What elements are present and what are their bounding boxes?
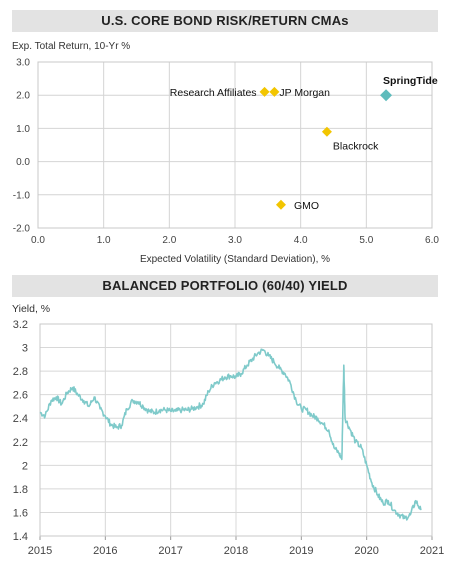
portfolio-yield-line-chart: Yield, % 2015 2016 2017 2018 2019 2020 2021 3.2 3…	[12, 303, 444, 557]
x-tick-label: 2017	[158, 545, 182, 557]
point-research-affiliates	[259, 86, 270, 97]
x-tick-label: 3.0	[228, 235, 242, 246]
y-tick-label: 3.2	[13, 319, 28, 331]
y-tick-label: 1.0	[16, 124, 30, 135]
y-tick-label: 2.4	[13, 413, 28, 425]
point-label-blackrock: Blackrock	[333, 141, 379, 153]
y-tick-label: -2.0	[13, 224, 31, 235]
yield-series-line	[39, 348, 422, 521]
point-label-research-affiliates: Research Affiliates	[170, 87, 257, 99]
point-blackrock	[321, 126, 332, 137]
y-tick-label: 2.8	[13, 366, 28, 378]
plot-area-border	[39, 323, 433, 537]
y-axis-label: Yield, %	[12, 303, 50, 315]
point-label-springtide: SpringTide	[383, 75, 438, 87]
x-tick-label: 2015	[28, 545, 52, 557]
chart1-title-banner: U.S. CORE BOND RISK/RETURN CMAs	[12, 10, 438, 32]
plot-area-border	[37, 61, 433, 229]
y-tick-label: 0.0	[16, 157, 30, 168]
x-tick-label: 6.0	[425, 235, 439, 246]
y-tick-label: 3.0	[16, 58, 30, 69]
x-tick-label: 2016	[93, 545, 117, 557]
point-jp-morgan	[269, 86, 280, 97]
x-tick-label: 1.0	[97, 235, 111, 246]
y-tick-label: 2.2	[13, 437, 28, 449]
x-tick-label: 2020	[354, 545, 378, 557]
y-tick-label: 1.6	[13, 507, 28, 519]
point-springtide	[380, 89, 393, 102]
x-tick-label: 2.0	[162, 235, 176, 246]
chart2-title-banner: BALANCED PORTFOLIO (60/40) YIELD	[12, 275, 438, 297]
risk-return-scatter-chart: Exp. Total Return, 10-Yr % 0.0 1.0 2.0 3.0 4.…	[12, 41, 439, 265]
x-axis-label: Expected Volatility (Standard Deviation)…	[140, 254, 330, 265]
y-tick-label: 3	[22, 343, 28, 355]
y-tick-label: -1.0	[13, 190, 31, 201]
x-tick-label: 5.0	[359, 235, 373, 246]
x-tick-label: 0.0	[31, 235, 45, 246]
y-tick-label: 2.6	[13, 390, 28, 402]
x-tick-label: 4.0	[294, 235, 308, 246]
y-tick-label: 2.0	[16, 91, 30, 102]
y-tick-label: 1.4	[13, 531, 28, 543]
y-tick-label: 1.8	[13, 484, 28, 496]
x-tick-label: 2018	[224, 545, 248, 557]
point-gmo	[275, 199, 286, 210]
x-tick-label: 2019	[289, 545, 313, 557]
point-label-jp-morgan: JP Morgan	[279, 87, 330, 99]
y-axis-label: Exp. Total Return, 10-Yr %	[12, 41, 130, 52]
x-tick-label: 2021	[420, 545, 444, 557]
point-label-gmo: GMO	[294, 200, 319, 212]
y-tick-label: 2	[22, 460, 28, 472]
